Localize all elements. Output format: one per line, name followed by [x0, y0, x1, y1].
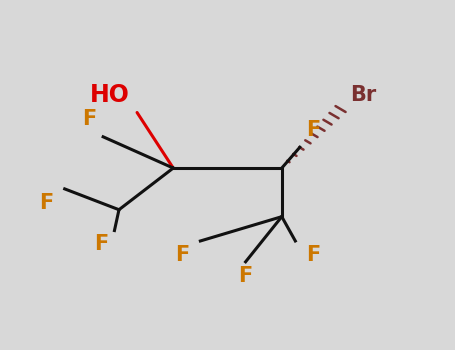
Text: HO: HO	[90, 83, 130, 107]
Text: F: F	[238, 266, 253, 286]
Text: F: F	[175, 245, 189, 265]
Text: F: F	[306, 245, 320, 265]
Text: F: F	[40, 193, 54, 213]
Text: F: F	[82, 110, 97, 130]
Text: F: F	[94, 234, 108, 254]
Text: Br: Br	[350, 85, 376, 105]
Text: F: F	[306, 120, 320, 140]
